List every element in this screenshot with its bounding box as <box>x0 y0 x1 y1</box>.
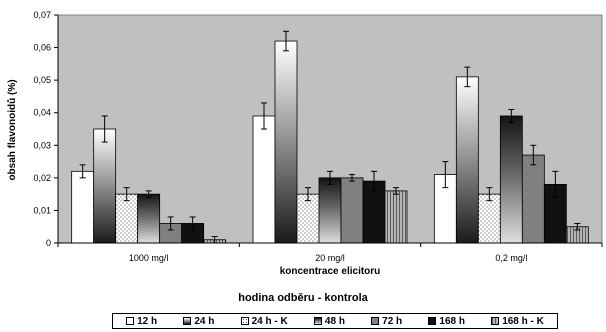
error-bar <box>261 102 267 130</box>
y-tick-label: 0,06 <box>33 43 51 53</box>
legend-label: 12 h <box>137 315 158 327</box>
bar <box>252 115 276 244</box>
legend-label: 48 h <box>324 315 345 327</box>
legend-swatch <box>371 317 380 325</box>
legend-item: 12 h <box>126 316 157 327</box>
bar <box>296 193 320 244</box>
bar <box>499 115 523 244</box>
bar <box>318 177 342 244</box>
legend-title: hodina odběru - kontrola <box>238 292 368 304</box>
legend-label: 72 h <box>382 315 403 327</box>
bar <box>477 193 501 244</box>
error-bar <box>442 161 449 189</box>
x-axis: 1000 mg/l 20 mg/l 0,2 mg/l <box>57 242 603 263</box>
x-axis-label: koncentrace elicitoru <box>280 266 381 277</box>
category-label: 0,2 mg/l <box>495 253 527 263</box>
legend-swatch <box>491 317 500 325</box>
legend-item: 72 h <box>371 316 402 327</box>
error-bar <box>530 144 537 166</box>
error-bar <box>552 170 559 198</box>
legend-item: 168 h - K <box>491 316 544 327</box>
y-tick-label: 0,05 <box>33 75 51 85</box>
error-bar <box>574 222 581 231</box>
y-axis-label: obsah flavonoidů (%) <box>6 79 18 180</box>
error-bar <box>508 108 515 123</box>
bars <box>71 30 589 244</box>
legend-label: 24 h <box>194 315 215 327</box>
y-axis: 0 0,01 0,02 0,03 0,04 0,05 0,06 0,07 <box>33 10 59 248</box>
legend-swatch <box>240 317 249 325</box>
legend-item: 168 h <box>428 316 465 327</box>
bar <box>115 193 139 244</box>
error-bar <box>123 187 130 202</box>
legend-label: 168 h - K <box>502 315 544 327</box>
error-bar <box>101 115 108 143</box>
legend-item: 24 h - K <box>240 315 288 327</box>
chart-canvas: 0 0,01 0,02 0,03 0,04 0,05 0,06 0,07 1000 mg/l 2… <box>6 10 603 277</box>
error-bar <box>145 190 152 198</box>
legend: 12 h 24 h 24 h - K 48 h 72 h 168 h 168 h - K <box>112 313 558 329</box>
legend-item: 48 h <box>313 315 345 327</box>
y-tick-label: 0,04 <box>33 108 51 118</box>
error-bar <box>393 187 399 195</box>
y-tick-label: 0,02 <box>33 173 51 183</box>
legend-swatch <box>126 317 135 325</box>
category-label: 20 mg/l <box>315 253 345 263</box>
bar <box>384 190 408 244</box>
bar <box>521 154 545 244</box>
bar <box>340 177 364 244</box>
legend-swatch <box>428 317 437 325</box>
bar <box>93 128 117 244</box>
error-bar <box>283 30 289 52</box>
error-bar <box>349 174 355 182</box>
error-bar <box>79 164 86 179</box>
bar <box>274 40 298 244</box>
legend-item: 24 h <box>183 316 214 327</box>
legend-swatch <box>183 317 192 325</box>
error-bar <box>464 66 471 88</box>
bar <box>137 193 161 244</box>
y-tick-label: 0,03 <box>33 140 51 150</box>
bar <box>455 76 479 244</box>
error-bar <box>305 187 311 202</box>
category-label: 1000 mg/l <box>129 253 169 263</box>
legend-label: 168 h <box>439 315 465 327</box>
error-bar <box>371 170 377 192</box>
bar <box>71 170 95 244</box>
y-tick-label: 0,07 <box>33 10 51 20</box>
y-tick-label: 0,01 <box>33 205 51 215</box>
error-bar <box>167 216 174 231</box>
y-tick-label: 0 <box>46 238 51 248</box>
error-bar <box>486 187 493 202</box>
error-bar <box>327 170 333 185</box>
legend-label: 24 h - K <box>251 315 288 327</box>
error-bar <box>189 216 196 231</box>
legend-swatch <box>313 317 322 325</box>
